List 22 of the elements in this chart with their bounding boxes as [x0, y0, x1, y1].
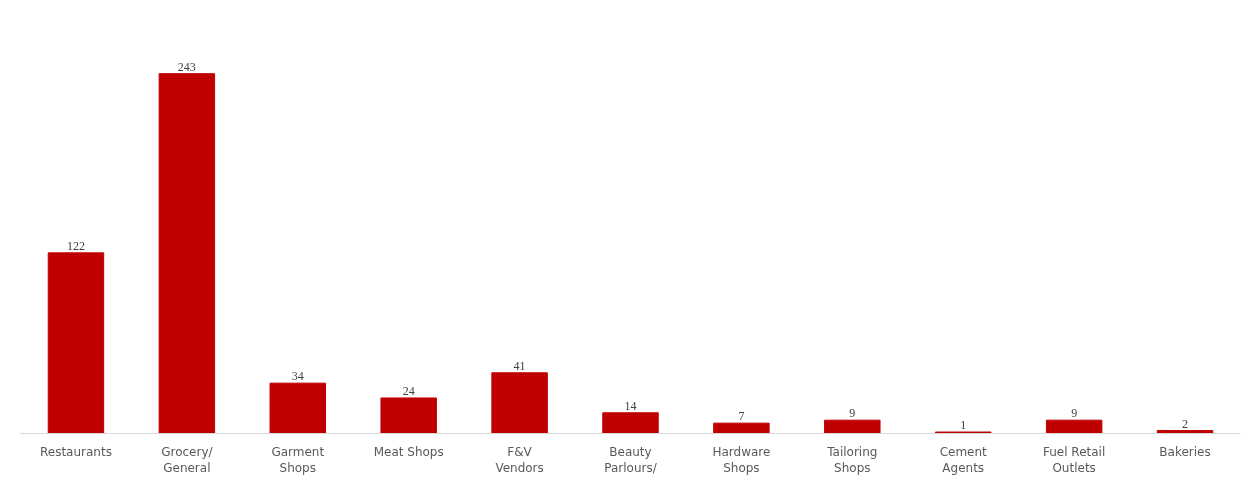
- data-label: 24: [402, 383, 415, 398]
- data-label: 1: [960, 418, 967, 433]
- x-tick-label: Cement Agents: [939, 444, 988, 476]
- data-label: 34: [291, 369, 304, 384]
- data-label: 14: [624, 398, 637, 413]
- data-label: 9: [1071, 406, 1078, 421]
- x-tick-label: Grocery/ General: [161, 444, 214, 476]
- data-label: 2: [1182, 416, 1189, 431]
- x-tick-label: Meat Shops: [373, 444, 444, 459]
- x-tick-label: Bakeries: [1159, 444, 1211, 459]
- data-label: 9: [849, 406, 856, 421]
- data-label: 243: [177, 59, 196, 74]
- data-label: 122: [66, 238, 85, 253]
- x-tick-label: F&V Vendors: [495, 444, 544, 476]
- data-label: 41: [513, 358, 526, 373]
- x-tick-label: Restaurants: [39, 444, 112, 459]
- data-label: 7: [738, 409, 745, 424]
- x-tick-label: Beauty Parlours/: [604, 444, 658, 476]
- x-tick-label: Garment Shops: [271, 444, 325, 476]
- x-tick-label: Hardware Shops: [712, 444, 771, 476]
- x-tick-label: Fuel Retail Outlets: [1042, 444, 1106, 476]
- x-tick-label: Tailoring Shops: [826, 444, 878, 476]
